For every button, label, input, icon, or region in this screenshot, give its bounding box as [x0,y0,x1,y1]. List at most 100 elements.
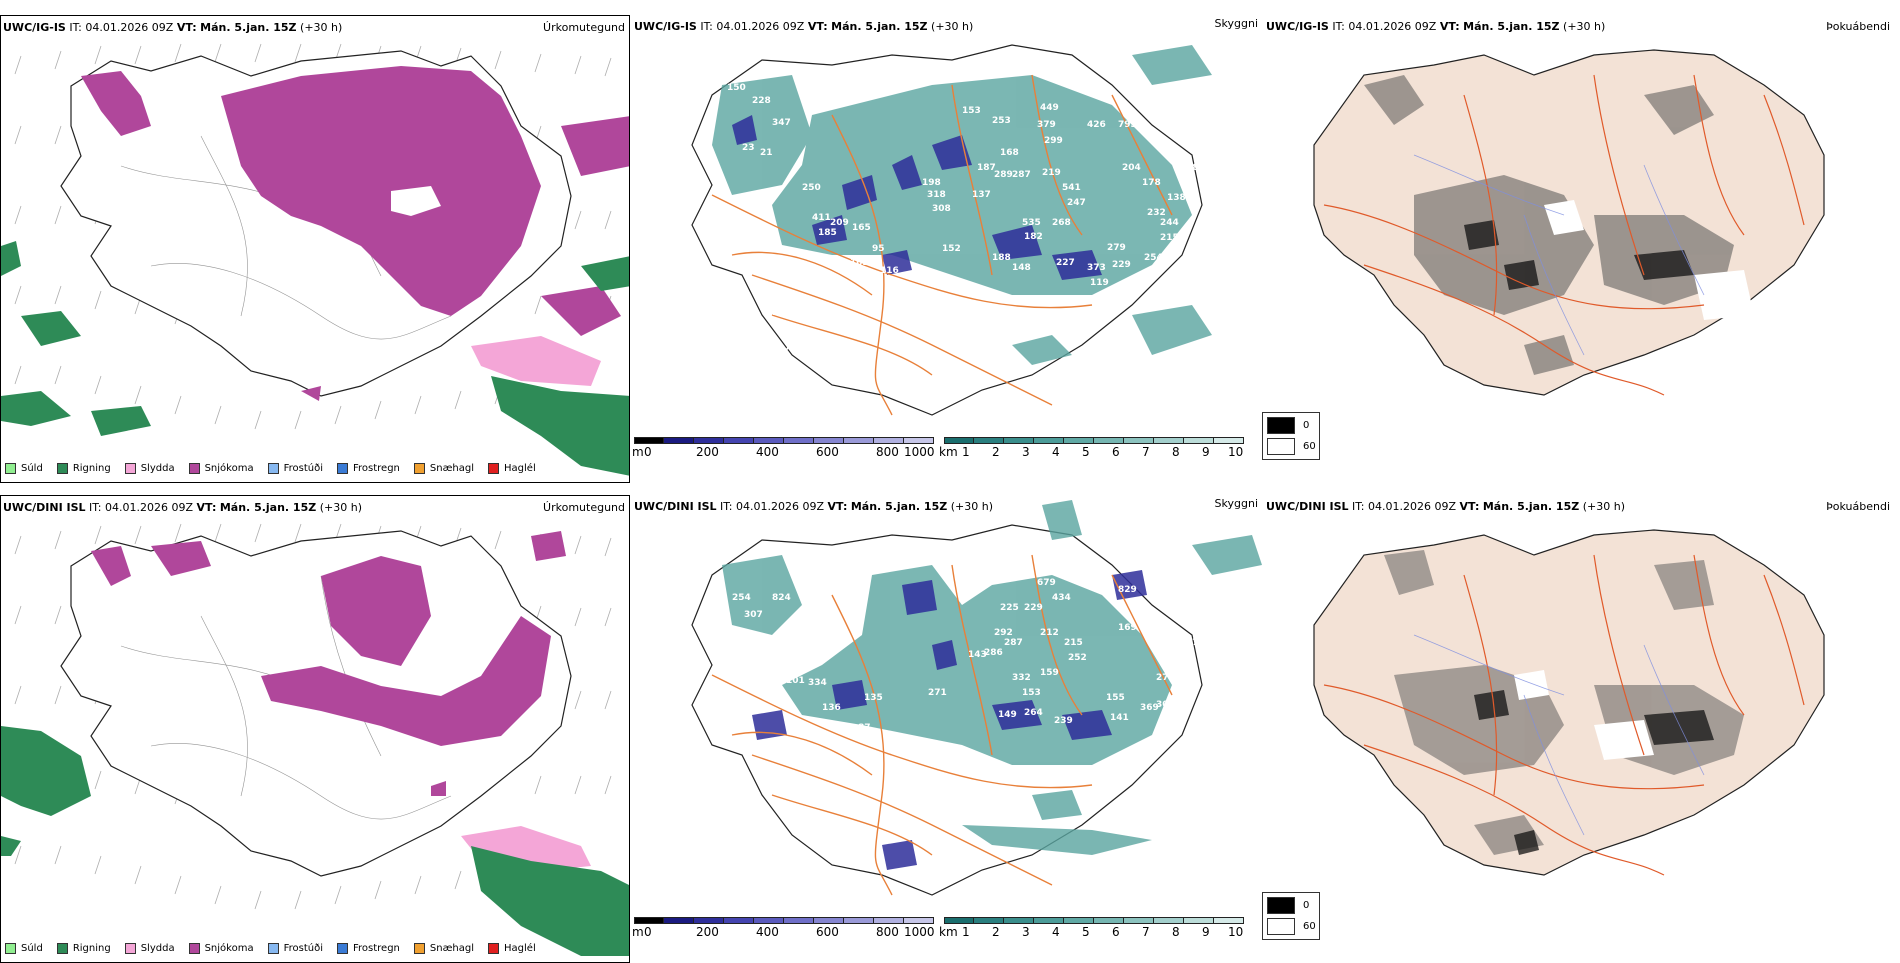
legend-item: Snjókoma [188,463,254,474]
visibility-header: UWC/IG-IS IT: 04.01.2026 09Z VT: Mán. 5.… [634,20,974,33]
precip-map [1,43,629,476]
vis-number: 182 [1024,232,1043,242]
vis-number: 135 [864,693,883,703]
visibility-panel-top: 449 379 426 795 153 253 299 168 378 219 … [632,15,1262,483]
vis-number: 141 [1110,713,1129,723]
vis-number: 117 [772,343,791,353]
vis-number: 87 [858,723,871,733]
vis-number: 98 [808,273,821,283]
vis-number: 286 [984,648,1003,658]
vis-number: 239 [1054,716,1073,726]
fog-panel-bottom: UWC/DINI ISL IT: 04.01.2026 09Z VT: Mán.… [1264,495,1894,963]
vis-number: 279 [1107,243,1126,253]
legend-item: Haglél [488,463,536,474]
legend-item: Snjókoma [188,943,254,954]
legend-item: Slydda [124,943,175,954]
visibility-ticks: km 1 2 3 4 5 6 7 8 9 10 [939,925,1244,939]
vis-number: 434 [1052,593,1071,603]
visibility-title: Skyggni [1214,497,1258,510]
precip-panel-top: UWC/IG-IS IT: 04.01.2026 09Z VT: Mán. 5.… [0,15,630,483]
vis-number: 250 [802,183,821,193]
vis-number: 159 [1040,668,1059,678]
legend-item: Frostúði [267,463,323,474]
vis-number: 318 [927,190,946,200]
vis-number: 155 [1106,693,1125,703]
fog-title: Þokuábendi [1826,500,1890,513]
vis-number: 148 [1012,263,1031,273]
visibility-map: 449 379 426 795 153 253 299 168 378 219 … [691,44,1212,416]
vis-number: 229 [1112,260,1131,270]
vis-number: 287 [1012,170,1031,180]
legend-item: Frostregn [337,943,400,954]
vis-number: 153 [1022,688,1041,698]
vis-number: 102 [850,258,869,268]
vis-number: 535 [1022,218,1041,228]
legend-item: Rigning [56,943,111,954]
visibility-header: UWC/DINI ISL IT: 04.01.2026 09Z VT: Mán.… [634,500,993,513]
legend-item: Snæhagl [413,463,474,474]
legend-item: Súld [5,943,43,954]
visibility-colorbar [944,917,1244,924]
vis-number: 23 [742,143,755,153]
visibility-map: 679 434 180 829 225 229 292 287 286 143 … [691,500,1262,896]
fog-panel-top: UWC/IG-IS IT: 04.01.2026 09Z VT: Mán. 5.… [1264,15,1894,483]
precip-map [1,523,629,956]
fog-map [1313,529,1825,876]
vis-number: 829 [1118,585,1137,595]
vis-number: 99 [917,863,930,873]
visibility-panel-bottom: 679 434 180 829 225 229 292 287 286 143 … [632,495,1262,963]
vis-number: 379 [1037,120,1056,130]
vis-number: 795 [1118,120,1137,130]
vis-number: 824 [772,593,791,603]
vis-number: 253 [992,116,1011,126]
vis-number: 180 [1094,580,1113,590]
vis-number: 378 [1180,163,1199,173]
vis-number: 332 [1012,673,1031,683]
visibility-title: Skyggni [1214,17,1258,30]
vis-number: 178 [1142,178,1161,188]
vis-number: 188 [992,253,1011,263]
vis-number: 334 [808,678,827,688]
vis-number: 137 [972,190,991,200]
legend-item: Slydda [124,463,175,474]
legend-item: Snæhagl [413,943,474,954]
precip-title: Úrkomutegund [543,21,625,34]
vis-number: 138 [847,378,866,388]
vis-number: 679 [1037,578,1056,588]
precip-legend: Súld Rigning Slydda Snjókoma Frostúði Fr… [5,463,536,474]
vis-number: 307 [744,610,763,620]
fog-header: UWC/IG-IS IT: 04.01.2026 09Z VT: Mán. 5.… [1266,20,1606,33]
fog-legend-bottom: 0 60 [1262,892,1320,940]
vis-number: 411 [812,213,831,223]
fog-map [1313,49,1825,396]
legend-item: Haglél [488,943,536,954]
vis-number: 219 [1042,168,1061,178]
legend-item: Súld [5,463,43,474]
vis-number: 347 [772,118,791,128]
vis-number: 276 [1186,638,1205,648]
legend-item: Frostregn [337,463,400,474]
elevation-ticks: m 0 200 400 600 800 1000 [632,445,935,459]
vis-number: 254 [732,593,751,603]
vis-number: 21 [760,148,773,158]
vis-number: 149 [998,710,1017,720]
precip-panel-bottom: UWC/DINI ISL IT: 04.01.2026 09Z VT: Mán.… [0,495,630,963]
vis-number: 268 [1052,218,1071,228]
vis-number: 271 [928,688,947,698]
vis-number: 541 [1062,183,1081,193]
vis-number: 103 [772,308,791,318]
vis-number: 101 [786,676,805,686]
vis-number: 215 [1064,638,1083,648]
vis-number: 308 [932,204,951,214]
precip-legend: Súld Rigning Slydda Snjókoma Frostúði Fr… [5,943,536,954]
vis-number: 274 [1156,673,1175,683]
vis-number: 289 [994,170,1013,180]
elevation-colorbar [634,917,934,924]
vis-number: 119 [1090,278,1109,288]
visibility-ticks: km 1 2 3 4 5 6 7 8 9 10 [939,445,1244,459]
precip-title: Úrkomutegund [543,501,625,514]
vis-number: 185 [818,228,837,238]
vis-number: 227 [1056,258,1075,268]
fog-legend-top: 0 60 [1262,412,1320,460]
visibility-colorbar [944,437,1244,444]
